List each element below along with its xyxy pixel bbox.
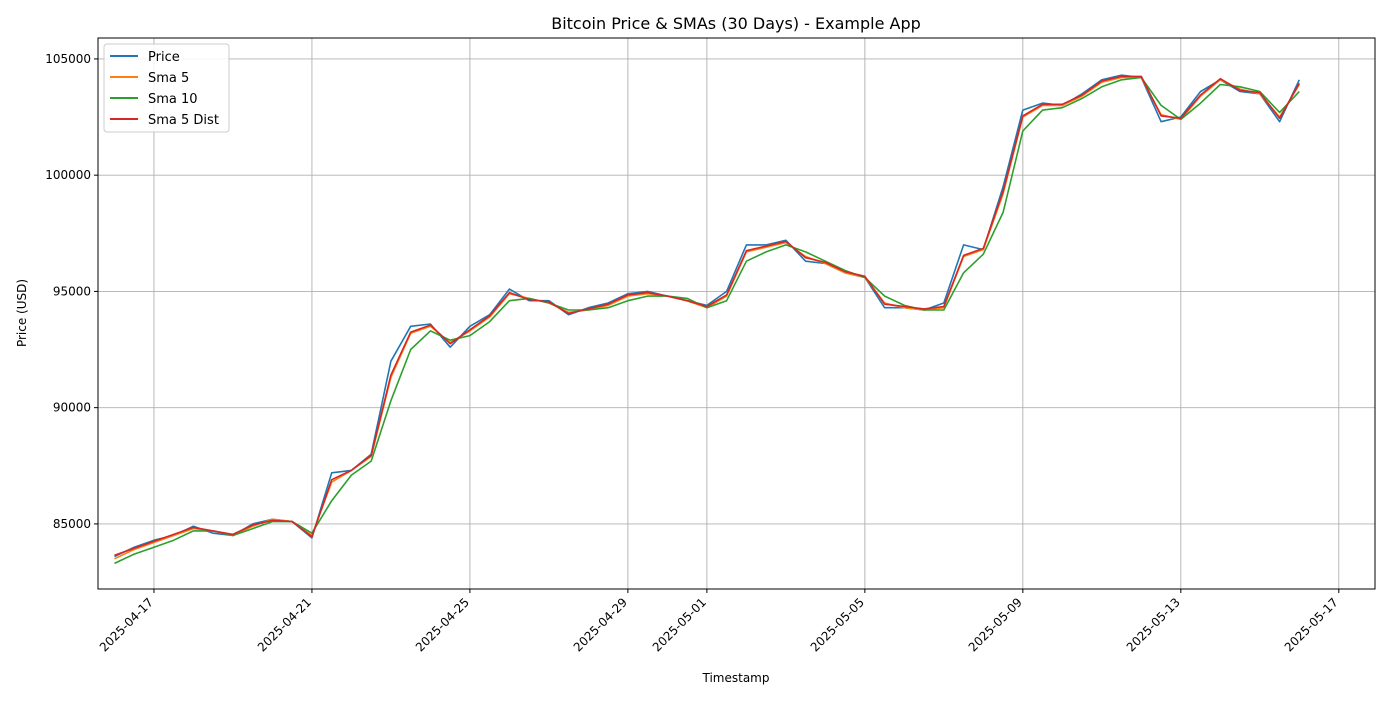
- legend-items: Price Sma 5 Sma 10 Sma 5 Dist: [110, 50, 219, 128]
- legend-label-sma-5: Sma 5: [148, 71, 189, 86]
- legend-label-price: Price: [148, 50, 180, 65]
- plot-area-frame: [97, 37, 1376, 590]
- x-tick-label: 2025-05-17: [1282, 595, 1341, 654]
- x-axis-ticks: 2025-04-17 2025-04-21 2025-04-25 2025-04-29…: [97, 589, 1341, 654]
- x-tick-label: 2025-05-01: [650, 595, 709, 654]
- x-tick-label: 2025-05-09: [966, 595, 1025, 654]
- legend-label-sma-10: Sma 10: [148, 92, 198, 107]
- x-tick-label: 2025-04-29: [571, 595, 630, 654]
- legend: Price Sma 5 Sma 10 Sma 5 Dist: [103, 43, 230, 133]
- x-tick-label: 2025-04-25: [413, 595, 472, 654]
- series-line-sma-10: [114, 76, 1300, 565]
- x-axis-label: Timestamp: [702, 671, 770, 685]
- legend-box: [103, 43, 230, 133]
- y-axis-label: Price (USD): [15, 279, 29, 347]
- x-tick-label: 2025-05-05: [808, 595, 867, 654]
- gridlines: [98, 38, 1375, 589]
- legend-label-sma-5-dist: Sma 5 Dist: [148, 113, 219, 128]
- x-tick-label: 2025-04-17: [97, 595, 156, 654]
- series-lines: [114, 74, 1301, 565]
- series-line-price: [114, 74, 1301, 558]
- y-tick-label: 105000: [45, 52, 91, 66]
- y-tick-label: 85000: [53, 517, 91, 531]
- x-tick-label: 2025-04-21: [255, 595, 314, 654]
- y-tick-label: 90000: [53, 401, 91, 415]
- x-tick-label: 2025-05-13: [1124, 595, 1183, 654]
- chart-title: Bitcoin Price & SMAs (30 Days) - Example…: [551, 14, 921, 33]
- y-axis-ticks: 85000 90000 95000 100000 105000: [45, 52, 98, 531]
- y-tick-label: 95000: [53, 284, 91, 298]
- y-tick-label: 100000: [45, 168, 91, 182]
- series-line-sma-5-dist: [114, 75, 1300, 557]
